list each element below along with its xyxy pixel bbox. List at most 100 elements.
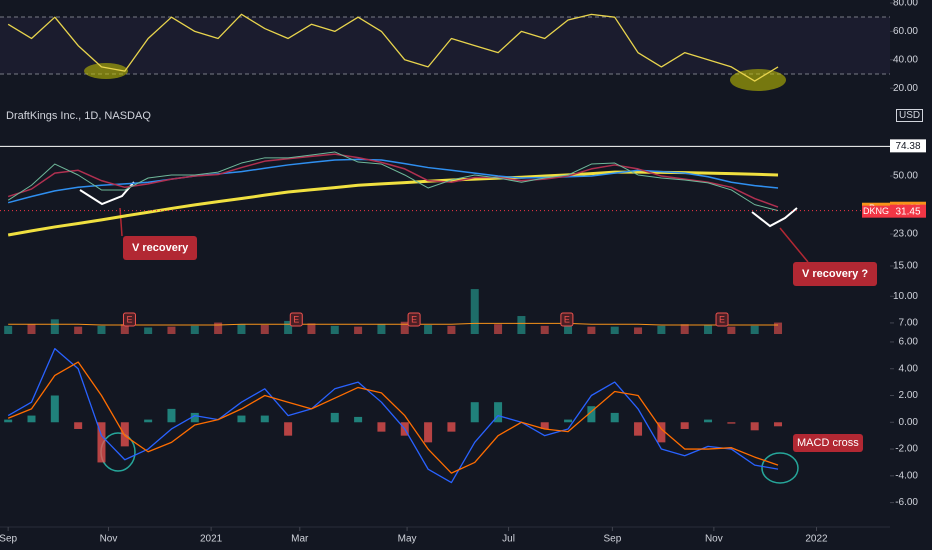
highlight	[84, 63, 128, 79]
y-tick-label: 2.00	[899, 390, 919, 401]
y-tick-label: 0.00	[899, 417, 919, 428]
tag-box	[862, 205, 890, 218]
volume-bar	[400, 321, 409, 334]
highlight	[761, 452, 799, 484]
annotation: V recovery ?	[793, 262, 878, 286]
histogram-bar	[27, 415, 36, 423]
histogram-bar	[424, 422, 433, 443]
histogram-bar	[587, 406, 596, 423]
earnings-label: E	[411, 314, 417, 324]
series-line	[7, 347, 779, 484]
earnings-label: E	[719, 314, 725, 324]
volume-ma	[8, 322, 779, 326]
x-tick-label: Mar	[291, 534, 309, 545]
volume-bar	[657, 325, 666, 334]
price-box	[890, 139, 926, 153]
currency: USD	[896, 109, 924, 122]
volume-bar	[564, 322, 573, 334]
volume-bar	[587, 326, 596, 334]
volume-bar	[354, 326, 363, 334]
volume-bar	[750, 325, 759, 334]
histogram-bar	[657, 422, 666, 443]
highlight	[730, 69, 786, 91]
y-tick-label: 20.00	[893, 83, 918, 94]
volume-bar	[50, 319, 59, 334]
y-tick-label: 60.00	[893, 26, 918, 37]
y-tick-label: -6.00	[895, 497, 918, 508]
volume-bar	[494, 324, 503, 334]
histogram-bar	[50, 395, 59, 423]
histogram-bar	[750, 422, 759, 431]
x-tick-label: 2021	[200, 534, 223, 545]
v-shape	[79, 181, 135, 206]
y-tick-label: 4.00	[899, 363, 919, 374]
histogram-bar	[377, 422, 386, 432]
histogram-bar	[634, 422, 643, 436]
volume-bar	[424, 325, 433, 334]
v-shape	[751, 207, 798, 228]
histogram-bar	[447, 422, 456, 432]
annotation: MACD cross	[793, 434, 863, 452]
volume-bar	[144, 327, 153, 334]
series-line	[7, 13, 779, 82]
histogram-bar	[354, 416, 363, 423]
x-tick-label: Jul	[502, 534, 515, 545]
volume-bar	[470, 289, 479, 334]
histogram-bar	[190, 412, 199, 423]
volume-bar	[610, 326, 619, 334]
y-tick-label: -2.00	[895, 444, 918, 455]
volume-bar	[727, 326, 736, 334]
volume-bar	[74, 326, 83, 334]
histogram-bar	[120, 422, 129, 447]
volume-bar	[680, 324, 689, 334]
pointer	[119, 207, 123, 237]
volume-bar	[120, 324, 129, 334]
volume-bar	[704, 325, 713, 334]
volume-bar	[774, 322, 783, 334]
volume-bar	[167, 326, 176, 334]
earnings-label: E	[564, 314, 570, 324]
volume-bar	[4, 325, 13, 334]
histogram-bar	[144, 419, 153, 423]
histogram-bar	[494, 402, 503, 423]
histogram-bar	[774, 422, 783, 427]
earnings-box	[289, 312, 303, 327]
series-line	[7, 158, 779, 204]
chart-title: DraftKings Inc., 1D, NASDAQ	[6, 110, 151, 122]
series-line	[7, 361, 779, 474]
earnings-box	[407, 312, 421, 327]
y-tick-label: 10.00	[893, 291, 918, 302]
earnings-box	[560, 312, 574, 327]
annotation: V recovery	[123, 236, 198, 260]
y-tick-label: 50.00	[893, 171, 918, 182]
volume-bar	[447, 325, 456, 334]
histogram-bar	[727, 422, 736, 424]
histogram-bar	[680, 422, 689, 429]
histogram-bar	[74, 422, 83, 429]
y-tick-label: 6.00	[899, 337, 919, 348]
volume-bar	[214, 322, 223, 334]
histogram-bar	[284, 422, 293, 436]
earnings-box	[122, 312, 136, 327]
earnings-label: E	[126, 314, 132, 324]
y-tick-label: 7.00	[899, 318, 919, 329]
pointer	[779, 227, 809, 263]
series-line	[7, 170, 779, 237]
price-label: 74.38	[895, 141, 920, 152]
volume-bar	[27, 324, 36, 334]
volume-bar	[260, 325, 269, 334]
x-tick-label: May	[398, 534, 417, 545]
histogram-bar	[330, 412, 339, 423]
histogram-bar	[564, 419, 573, 423]
price-label: 31.45	[895, 206, 920, 217]
y-tick-label: 40.00	[893, 54, 918, 65]
volume-bar	[634, 327, 643, 334]
histogram-bar	[237, 415, 246, 423]
volume-bar	[284, 320, 293, 334]
series-line	[7, 153, 779, 208]
x-tick-label: Sep	[603, 534, 621, 545]
x-tick-label: 2022	[805, 534, 828, 545]
tag-label: DKNG	[863, 206, 889, 216]
